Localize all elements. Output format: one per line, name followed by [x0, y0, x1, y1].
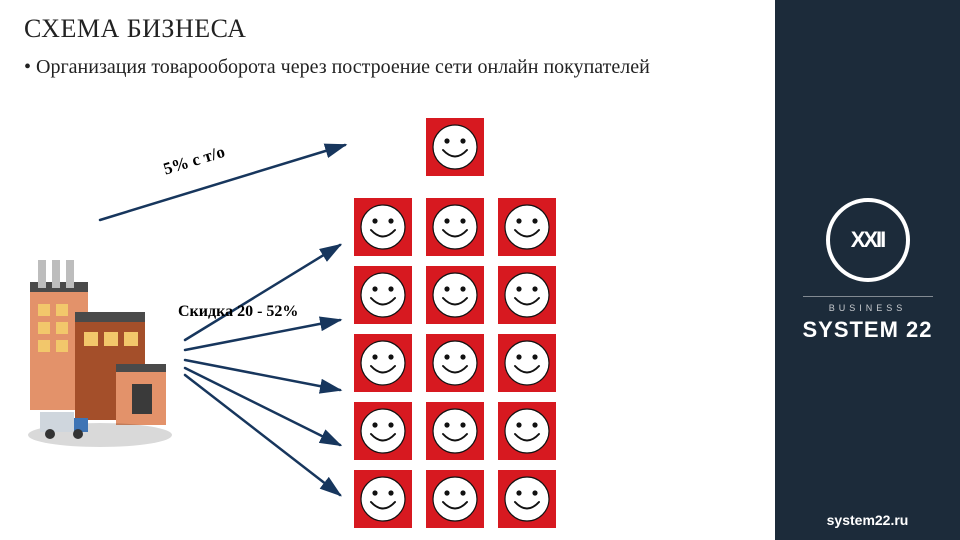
- smiley-icon: [426, 402, 484, 460]
- smiley-row: [340, 470, 570, 528]
- smiley-icon: [354, 198, 412, 256]
- smiley-icon: [354, 334, 412, 392]
- smiley-row: [340, 334, 570, 392]
- smiley-icon: [426, 266, 484, 324]
- smiley-row: [340, 198, 570, 256]
- smiley-icon: [354, 266, 412, 324]
- smiley-row: [340, 266, 570, 324]
- smiley-icon: [498, 266, 556, 324]
- brand-url-text: system22.ru: [827, 512, 909, 528]
- brand-divider: [803, 296, 933, 297]
- smiley-icon: [426, 118, 484, 176]
- smiley-icon: [426, 470, 484, 528]
- label-mid-arrow: Скидка 20 - 52%: [178, 303, 298, 321]
- diagram-canvas: 5% с т/о Скидка 20 - 52%: [0, 0, 775, 540]
- smiley-icon: [354, 402, 412, 460]
- brand-business-text: BUSINESS: [829, 303, 907, 313]
- brand-system-text: SYSTEM 22: [802, 317, 932, 343]
- smiley-icon: [498, 470, 556, 528]
- smiley-icon: [426, 334, 484, 392]
- brand-logo-icon: XXII: [826, 198, 910, 282]
- smiley-icon: [426, 198, 484, 256]
- smiley-grid: [340, 118, 570, 538]
- smiley-icon: [498, 198, 556, 256]
- smiley-row: [340, 402, 570, 460]
- smiley-icon: [354, 470, 412, 528]
- factory-icon: [20, 260, 180, 460]
- smiley-row: [340, 118, 570, 176]
- smiley-icon: [498, 334, 556, 392]
- label-top-arrow: 5% с т/о: [161, 142, 227, 180]
- brand-sidebar: XXII BUSINESS SYSTEM 22 system22.ru: [775, 0, 960, 540]
- brand-logo-text: XXII: [851, 227, 885, 253]
- smiley-icon: [498, 402, 556, 460]
